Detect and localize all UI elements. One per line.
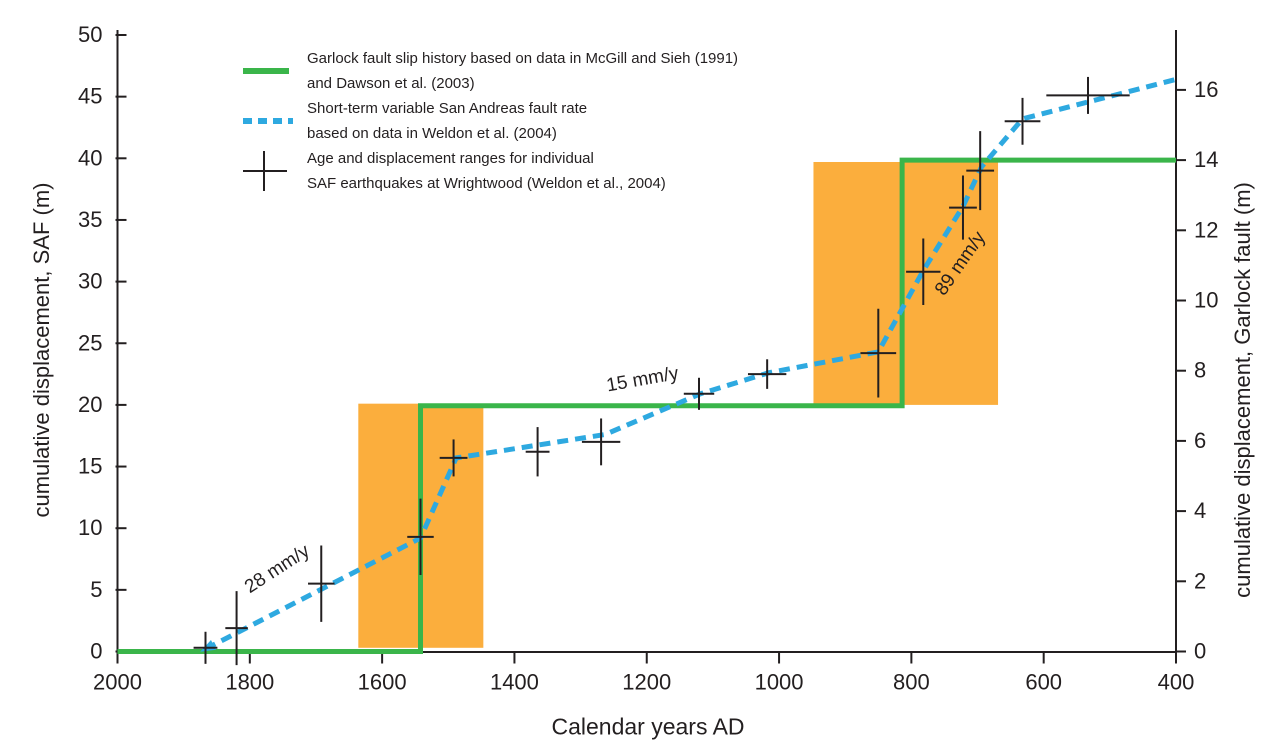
left-tick-label: 5 [90,577,102,602]
left-tick-label: 10 [78,515,102,540]
x-axis-title: Calendar years AD [551,713,745,740]
right-tick-label: 14 [1194,147,1218,172]
left-tick-label: 0 [90,639,102,664]
legend-item-garlock-text: Garlock fault slip history based on data… [307,46,738,96]
legend-garlock-line2: and Dawson et al. (2003) [307,75,475,92]
right-tick-label: 16 [1194,77,1218,102]
right-tick-label: 12 [1194,217,1218,242]
blue-dashed-line-swatch-icon [243,118,293,124]
x-tick-label: 600 [1025,670,1062,695]
garlock-step-line [117,157,1176,654]
highlight-box-2 [813,161,999,405]
left-tick-label: 30 [78,269,102,294]
x-tick-label: 1200 [622,670,671,695]
legend-eq-line2: SAF earthquakes at Wrightwood (Weldon et… [307,175,666,192]
right-tick-label: 6 [1194,428,1206,453]
legend: Garlock fault slip history based on data… [238,46,738,196]
left-axis-title: cumulative displacement, SAF (m) [29,182,54,518]
legend-item-earthquakes-text: Age and displacement ranges for individu… [307,146,666,196]
left-tick-label: 45 [78,84,102,109]
x-tick-label: 800 [893,670,930,695]
x-tick-label: 1400 [490,670,539,695]
right-tick-label: 0 [1194,639,1206,664]
legend-item-saf-rate-text: Short-term variable San Andreas fault ra… [307,96,587,146]
right-tick-label: 2 [1194,568,1206,593]
green-line-swatch-icon [243,68,289,74]
legend-item-saf-rate: Short-term variable San Andreas fault ra… [238,96,738,146]
cross-symbol-icon [243,151,287,191]
x-tick-label: 400 [1158,670,1195,695]
left-tick-label: 25 [78,330,102,355]
left-tick-label: 20 [78,392,102,417]
right-tick-label: 8 [1194,358,1206,383]
left-tick-label: 40 [78,145,102,170]
x-tick-label: 1600 [358,670,407,695]
saf-rate-dashed-line [204,76,1177,652]
legend-item-garlock: Garlock fault slip history based on data… [238,46,738,96]
x-tick-label: 2000 [93,670,142,695]
rate-annotation: 28 mm/y [241,540,314,598]
legend-saf-line2: based on data in Weldon et al. (2004) [307,125,557,142]
left-tick-label: 50 [78,22,102,47]
right-axis-title: cumulative displacement, Garlock fault (… [1230,182,1255,598]
legend-eq-line1: Age and displacement ranges for individu… [307,150,594,167]
legend-saf-line1: Short-term variable San Andreas fault ra… [307,100,588,117]
left-tick-label: 15 [78,454,102,479]
legend-garlock-line1: Garlock fault slip history based on data… [307,50,739,67]
rate-annotation: 15 mm/y [605,363,681,396]
legend-item-earthquakes: Age and displacement ranges for individu… [238,146,738,196]
x-tick-label: 1000 [755,670,804,695]
left-tick-label: 35 [78,207,102,232]
saf-rate-arrowhead-icon [200,640,217,652]
right-tick-label: 10 [1194,288,1218,313]
x-tick-label: 1800 [225,670,274,695]
right-tick-label: 4 [1194,498,1206,523]
